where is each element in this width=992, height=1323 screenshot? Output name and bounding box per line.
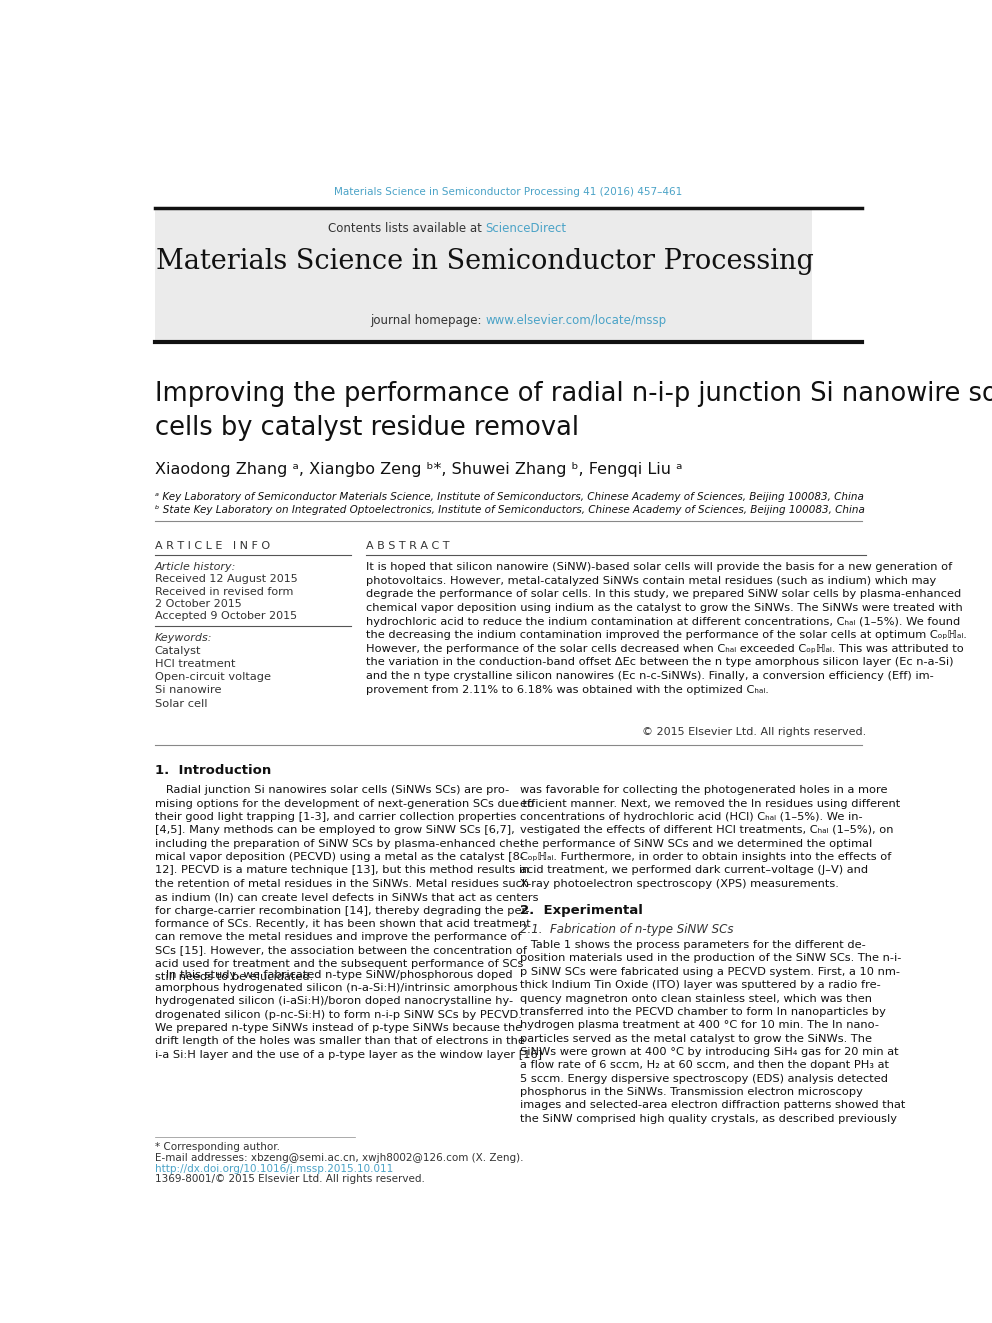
Text: Si nanowire: Si nanowire (155, 685, 221, 696)
Text: http://dx.doi.org/10.1016/j.mssp.2015.10.011: http://dx.doi.org/10.1016/j.mssp.2015.10… (155, 1164, 393, 1175)
Text: Contents lists available at: Contents lists available at (327, 222, 485, 235)
Text: 2.1.  Fabrication of n-type SiNW SCs: 2.1. Fabrication of n-type SiNW SCs (520, 923, 733, 935)
Text: ᵃ Key Laboratory of Semiconductor Materials Science, Institute of Semiconductors: ᵃ Key Laboratory of Semiconductor Materi… (155, 492, 864, 501)
Text: journal homepage:: journal homepage: (370, 314, 485, 327)
Text: Radial junction Si nanowires solar cells (SiNWs SCs) are pro-
mising options for: Radial junction Si nanowires solar cells… (155, 786, 539, 982)
Text: HCl treatment: HCl treatment (155, 659, 235, 669)
Text: www.elsevier.com/locate/mssp: www.elsevier.com/locate/mssp (485, 314, 667, 327)
Text: It is hoped that silicon nanowire (SiNW)-based solar cells will provide the basi: It is hoped that silicon nanowire (SiNW)… (366, 562, 967, 695)
Text: 1.  Introduction: 1. Introduction (155, 763, 271, 777)
Text: Solar cell: Solar cell (155, 699, 207, 709)
Text: In this study, we fabricated n-type SiNW/phosphorous doped
amorphous hydrogenate: In this study, we fabricated n-type SiNW… (155, 970, 542, 1060)
Text: © 2015 Elsevier Ltd. All rights reserved.: © 2015 Elsevier Ltd. All rights reserved… (642, 728, 866, 737)
Text: E-mail addresses: xbzeng@semi.ac.cn, xwjh8002@126.com (X. Zeng).: E-mail addresses: xbzeng@semi.ac.cn, xwj… (155, 1154, 523, 1163)
Text: ScienceDirect: ScienceDirect (485, 222, 566, 235)
Text: Improving the performance of radial n-i-p junction Si nanowire solar
cells by ca: Improving the performance of radial n-i-… (155, 381, 992, 441)
Text: was favorable for collecting the photogenerated holes in a more
efficient manner: was favorable for collecting the photoge… (520, 786, 900, 889)
Text: Accepted 9 October 2015: Accepted 9 October 2015 (155, 611, 297, 620)
Text: Open-circuit voltage: Open-circuit voltage (155, 672, 271, 683)
Text: Article history:: Article history: (155, 562, 236, 572)
Text: * Corresponding author.: * Corresponding author. (155, 1142, 280, 1152)
Text: Xiaodong Zhang ᵃ, Xiangbo Zeng ᵇ*, Shuwei Zhang ᵇ, Fengqi Liu ᵃ: Xiaodong Zhang ᵃ, Xiangbo Zeng ᵇ*, Shuwe… (155, 462, 682, 478)
Text: ᵇ State Key Laboratory on Integrated Optoelectronics, Institute of Semiconductor: ᵇ State Key Laboratory on Integrated Opt… (155, 505, 865, 515)
Text: A B S T R A C T: A B S T R A C T (366, 541, 449, 550)
Text: Received in revised form: Received in revised form (155, 586, 293, 597)
Text: A R T I C L E   I N F O: A R T I C L E I N F O (155, 541, 270, 550)
FancyBboxPatch shape (155, 208, 812, 340)
Text: 2 October 2015: 2 October 2015 (155, 599, 241, 609)
Text: Catalyst: Catalyst (155, 646, 201, 656)
Text: Materials Science in Semiconductor Processing: Materials Science in Semiconductor Proce… (157, 249, 814, 275)
Text: 2.  Experimental: 2. Experimental (520, 905, 643, 917)
Text: 1369-8001/© 2015 Elsevier Ltd. All rights reserved.: 1369-8001/© 2015 Elsevier Ltd. All right… (155, 1175, 425, 1184)
Text: Materials Science in Semiconductor Processing 41 (2016) 457–461: Materials Science in Semiconductor Proce… (334, 188, 682, 197)
Text: Keywords:: Keywords: (155, 634, 212, 643)
Text: Received 12 August 2015: Received 12 August 2015 (155, 574, 298, 585)
Text: Table 1 shows the process parameters for the different de-
position materials us: Table 1 shows the process parameters for… (520, 941, 906, 1123)
